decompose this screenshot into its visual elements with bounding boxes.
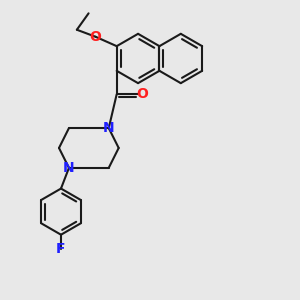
Text: F: F xyxy=(56,242,66,256)
Text: N: N xyxy=(103,121,115,135)
Text: N: N xyxy=(63,161,75,175)
Text: O: O xyxy=(136,87,148,101)
Text: O: O xyxy=(90,30,101,44)
